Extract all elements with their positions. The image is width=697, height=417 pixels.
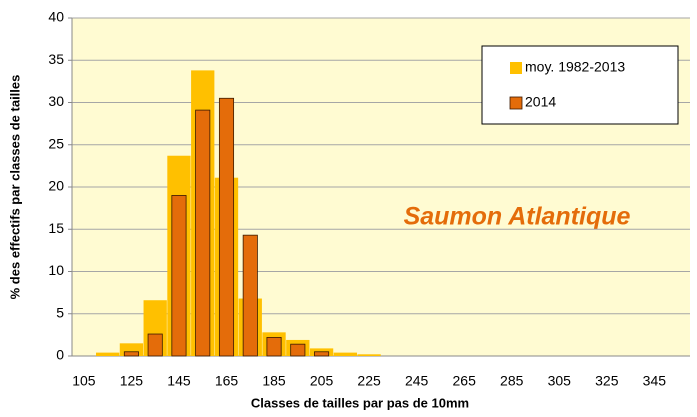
legend-label: moy. 1982-2013 [525,59,625,75]
legend-swatch [510,62,522,74]
y-tick-label: 0 [56,347,64,363]
bar [242,234,258,357]
bar [314,351,330,357]
x-tick-label: 285 [500,373,524,389]
x-tick-label: 325 [595,373,619,389]
bar [290,343,306,357]
x-tick-label: 205 [310,373,334,389]
x-tick-label: 265 [453,373,477,389]
bar [96,352,120,356]
y-tick-label: 30 [48,93,64,109]
x-tick-label: 305 [548,373,572,389]
y-tick-label: 20 [48,178,64,194]
x-axis-label: Classes de tailles par pas de 10mm [251,395,469,410]
bar [357,354,381,356]
x-tick-label: 345 [643,373,667,389]
x-tick-label: 165 [215,373,239,389]
bar [147,333,163,357]
y-tick-label: 10 [48,262,64,278]
y-tick-label: 15 [48,220,64,236]
bar [333,352,357,356]
annotation: Saumon Atlantique [404,203,631,231]
y-tick-label: 40 [48,9,64,25]
x-tick-label: 225 [357,373,381,389]
y-axis-label: % des effectifs par classes de tailles [7,75,22,300]
y-tick-label: 25 [48,135,64,151]
legend-label: 2014 [525,94,556,110]
bar [195,109,211,357]
y-tick-label: 5 [56,304,64,320]
bar [218,97,235,357]
bar [171,195,187,357]
x-tick-label: 105 [72,373,96,389]
legend-swatch [509,96,523,110]
x-tick-label: 245 [405,373,429,389]
bar [266,337,282,357]
legend-box [481,45,679,125]
bar [123,351,139,357]
y-tick-label: 35 [48,51,64,67]
x-tick-label: 185 [262,373,286,389]
x-tick-label: 145 [167,373,191,389]
x-tick-label: 125 [120,373,144,389]
